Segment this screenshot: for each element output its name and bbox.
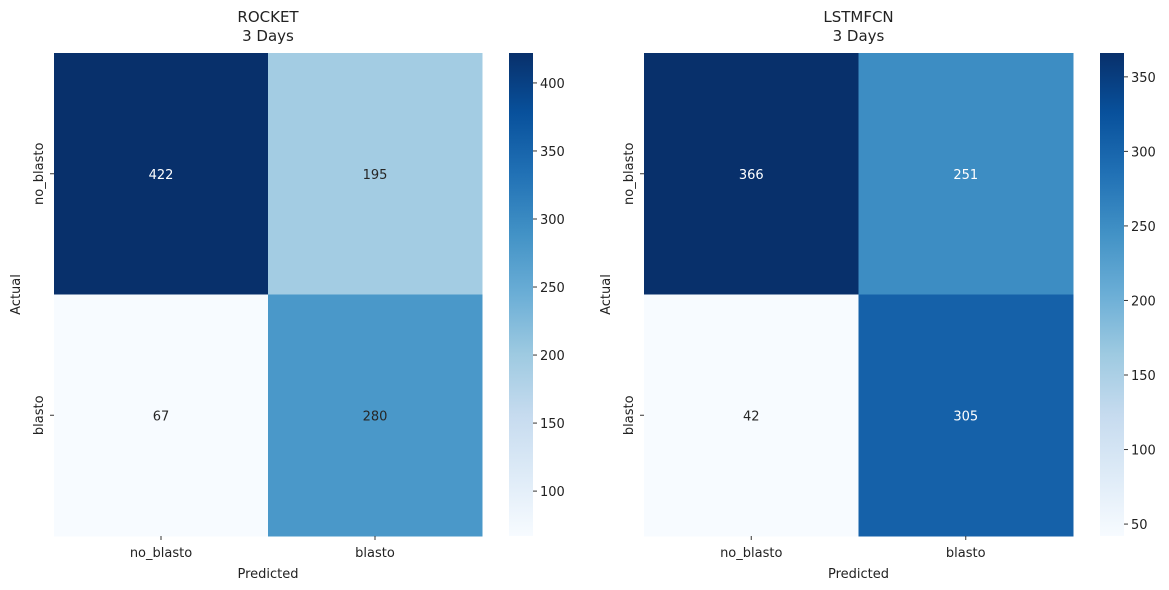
lstmfcn-title: LSTMFCN 3 Days <box>823 8 893 45</box>
rocket-title-line: ROCKET <box>237 8 299 26</box>
lstmfcn-cell <box>644 294 859 537</box>
rocket-x-axis-label: Predicted <box>237 567 298 582</box>
lstmfcn-colorbar-tick-label: 350 <box>1131 71 1156 86</box>
rocket-y-tick-label: blasto <box>32 395 47 435</box>
rocket-colorbar-tick-label: 300 <box>540 213 565 228</box>
rocket-cell-value: 195 <box>363 168 388 183</box>
rocket-colorbar-tick-label: 350 <box>540 145 565 160</box>
lstmfcn-cell <box>858 53 1074 295</box>
rocket-colorbar-tick-label: 200 <box>540 349 565 364</box>
lstmfcn-cell-value: 366 <box>739 168 764 183</box>
lstmfcn-colorbar-tick-label: 250 <box>1131 220 1156 235</box>
rocket-y-axis-label: Actual <box>9 274 24 315</box>
lstmfcn-title-line: 3 Days <box>833 27 885 45</box>
lstmfcn-cell <box>858 294 1074 537</box>
lstmfcn-title-line: LSTMFCN <box>823 8 893 26</box>
rocket-x-tick-label: no_blasto <box>130 546 192 561</box>
rocket-colorbar-tick-label: 400 <box>540 77 565 92</box>
rocket-cell <box>268 53 483 295</box>
rocket-colorbar-tick-label: 100 <box>540 485 565 500</box>
lstmfcn-cell-value: 251 <box>953 168 978 183</box>
lstmfcn-colorbar-tick-label: 100 <box>1131 444 1156 459</box>
lstmfcn-y-tick-label: blasto <box>622 395 637 435</box>
rocket-colorbar <box>509 53 533 536</box>
lstmfcn-cell-value: 305 <box>953 409 978 424</box>
rocket-cell-value: 422 <box>149 168 174 183</box>
rocket-cell-value: 280 <box>363 409 388 424</box>
lstmfcn-x-tick-label: no_blasto <box>720 546 782 561</box>
lstmfcn-y-tick-label: no_blasto <box>622 143 637 205</box>
lstmfcn-cell <box>644 53 859 295</box>
lstmfcn-x-axis-label: Predicted <box>828 567 889 582</box>
rocket-cell <box>54 294 269 537</box>
rocket-cell-value: 67 <box>153 409 170 424</box>
rocket-title: ROCKET 3 Days <box>237 8 299 45</box>
rocket-x-tick-label: blasto <box>355 546 395 561</box>
rocket-cell <box>268 294 483 537</box>
lstmfcn-y-axis-label: Actual <box>599 274 614 315</box>
lstmfcn-colorbar-tick-label: 150 <box>1131 369 1156 384</box>
lstmfcn-colorbar-tick-label: 200 <box>1131 294 1156 309</box>
rocket-colorbar-tick-label: 250 <box>540 281 565 296</box>
lstmfcn-colorbar <box>1100 53 1124 536</box>
lstmfcn-colorbar-tick-label: 300 <box>1131 145 1156 160</box>
lstmfcn-cell-value: 42 <box>743 409 760 424</box>
rocket-cell <box>54 53 269 295</box>
lstmfcn-colorbar-tick-label: 50 <box>1131 518 1148 533</box>
rocket-y-tick-label: no_blasto <box>32 143 47 205</box>
rocket-title-line: 3 Days <box>242 27 294 45</box>
lstmfcn-x-tick-label: blasto <box>946 546 986 561</box>
rocket-colorbar-tick-label: 150 <box>540 417 565 432</box>
